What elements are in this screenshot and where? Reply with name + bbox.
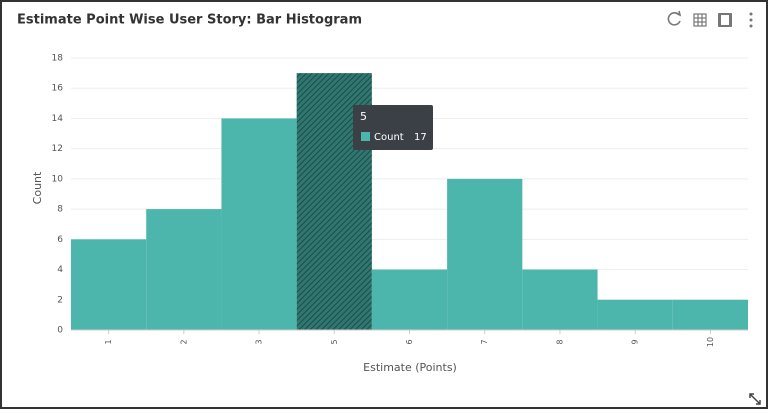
resize-icon[interactable] xyxy=(749,393,761,405)
bar xyxy=(371,269,448,330)
x-tick-label: 2 xyxy=(179,339,188,344)
refresh-icon[interactable] xyxy=(667,10,682,26)
y-tick-label: 14 xyxy=(52,114,64,124)
book-icon[interactable] xyxy=(718,13,732,27)
bar xyxy=(146,209,222,330)
y-tick-label: 10 xyxy=(52,174,64,184)
y-tick-label: 8 xyxy=(57,205,63,215)
chart-title: Estimate Point Wise User Story: Bar Hist… xyxy=(17,13,362,28)
bar xyxy=(447,178,523,330)
table-icon[interactable] xyxy=(693,13,707,27)
x-tick-label: 7 xyxy=(480,339,489,344)
y-tick-label: 6 xyxy=(57,235,63,245)
y-tick-label: 12 xyxy=(52,144,63,154)
menu-icon[interactable] xyxy=(749,12,753,28)
bar xyxy=(522,269,598,330)
x-tick-label: 5 xyxy=(330,339,339,344)
bar xyxy=(597,299,673,330)
x-tick-label: 9 xyxy=(631,339,640,344)
x-tick-label: 10 xyxy=(706,337,715,347)
tooltip-swatch xyxy=(361,132,370,141)
y-tick-label: 4 xyxy=(57,265,63,275)
x-tick-label: 6 xyxy=(405,339,414,344)
y-tick-label: 0 xyxy=(57,326,63,336)
y-axis-label: Count xyxy=(31,171,44,204)
tooltip-value: 17 xyxy=(414,132,427,143)
x-tick-label: 3 xyxy=(255,339,264,344)
tooltip-box xyxy=(353,105,433,150)
y-tick-label: 16 xyxy=(52,84,64,94)
tooltip: 5 Count 17 xyxy=(353,105,433,150)
tooltip-series: Count xyxy=(374,132,404,143)
x-tick-label: 1 xyxy=(104,339,113,344)
x-tick-label: 8 xyxy=(555,339,564,344)
y-tick-label: 18 xyxy=(52,54,64,64)
bar xyxy=(71,239,147,330)
bar xyxy=(672,299,748,330)
bar xyxy=(221,118,297,330)
x-axis-label: Estimate (Points) xyxy=(363,361,457,374)
tooltip-category: 5 xyxy=(360,110,367,123)
y-tick-label: 2 xyxy=(57,295,63,305)
